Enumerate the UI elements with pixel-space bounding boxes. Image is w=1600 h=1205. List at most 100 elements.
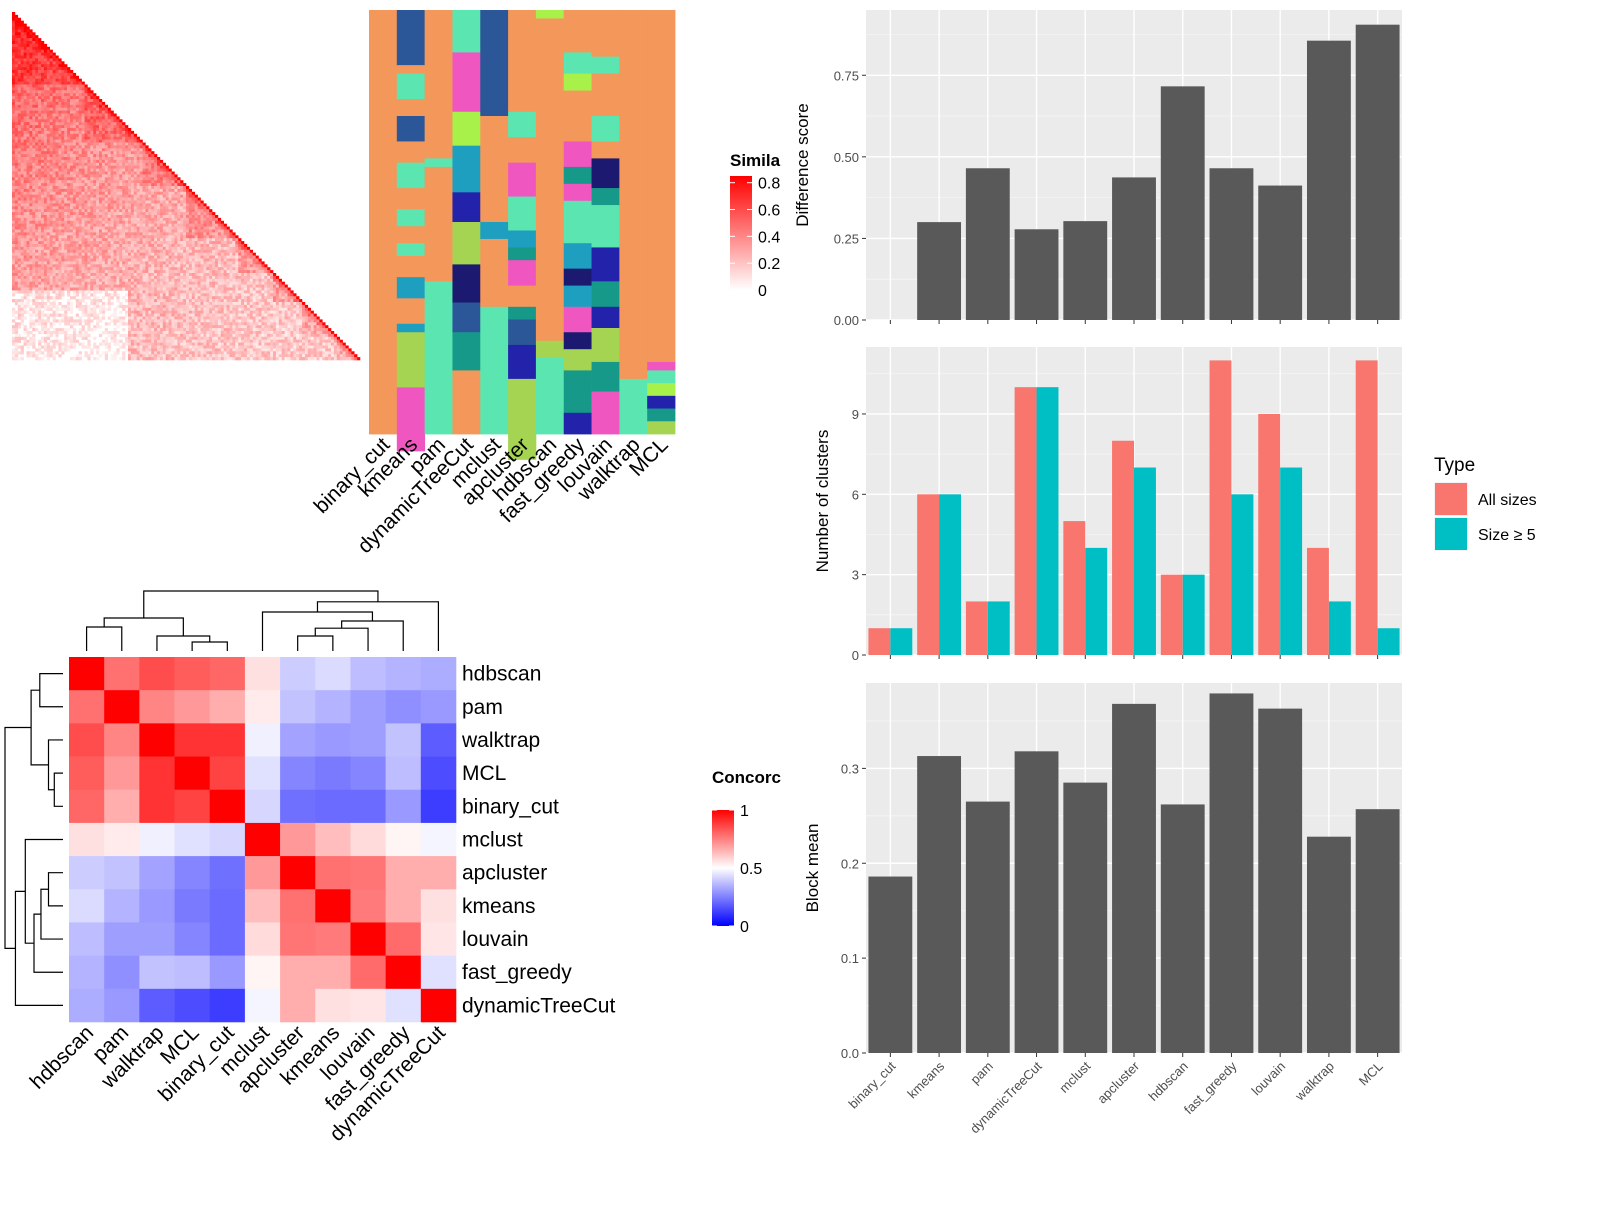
similarity-cell xyxy=(157,220,161,224)
similarity-cell xyxy=(72,226,77,230)
similarity-cell xyxy=(107,244,111,248)
similarity-cell xyxy=(67,203,71,207)
similarity-cell xyxy=(29,55,33,59)
similarity-cell xyxy=(154,162,158,166)
similarity-cell xyxy=(52,203,56,207)
similarity-cell xyxy=(215,241,219,245)
similarity-cell xyxy=(20,284,24,288)
similarity-cell xyxy=(168,281,172,285)
similarity-cell xyxy=(217,290,222,294)
similarity-cell xyxy=(96,116,100,120)
similarity-cell xyxy=(183,290,187,294)
similarity-cell xyxy=(125,165,129,169)
similarity-cell xyxy=(23,209,27,213)
similarity-cell xyxy=(35,177,39,181)
similarity-cell xyxy=(136,145,140,149)
similarity-cell xyxy=(110,203,114,207)
similarity-cell xyxy=(209,296,213,300)
similarity-cell xyxy=(104,235,108,239)
similarity-cell xyxy=(101,287,106,291)
similarity-cell xyxy=(122,165,126,169)
similarity-cell xyxy=(113,168,117,172)
similarity-cell xyxy=(116,246,120,251)
similarity-cell xyxy=(128,220,132,224)
similarity-cell xyxy=(116,220,120,224)
similarity-cell xyxy=(151,232,155,236)
similarity-cell xyxy=(142,235,146,239)
similarity-cell xyxy=(49,244,53,248)
similarity-cell xyxy=(96,212,100,216)
similarity-cell xyxy=(67,194,71,198)
similarity-cell xyxy=(252,287,256,291)
similarity-cell xyxy=(17,128,21,132)
similarity-cell xyxy=(116,273,120,277)
similarity-cell xyxy=(249,278,253,282)
similarity-cell xyxy=(96,241,100,245)
similarity-cell xyxy=(128,171,132,175)
similarity-cell xyxy=(41,217,45,222)
similarity-cell xyxy=(165,264,169,268)
similarity-cell xyxy=(154,226,158,230)
similarity-cell xyxy=(75,119,79,123)
similarity-cell xyxy=(99,220,103,224)
similarity-cell xyxy=(235,270,239,274)
similarity-cell xyxy=(154,183,158,187)
similarity-cell xyxy=(55,209,59,213)
similarity-cell xyxy=(119,244,123,248)
similarity-cell xyxy=(55,275,59,280)
similarity-cell xyxy=(49,209,53,213)
similarity-cell xyxy=(223,267,227,271)
similarity-cell xyxy=(20,119,24,123)
similarity-cell xyxy=(29,154,33,158)
similarity-cell xyxy=(64,241,68,245)
similarity-cell xyxy=(223,264,227,268)
similarity-cell xyxy=(52,145,56,149)
similarity-cell xyxy=(12,101,16,106)
similarity-cell xyxy=(142,148,146,152)
similarity-cell xyxy=(12,186,16,190)
similarity-cell xyxy=(122,125,126,129)
similarity-cell xyxy=(148,270,152,274)
similarity-cell xyxy=(26,200,30,204)
similarity-cell xyxy=(41,287,45,291)
similarity-cell xyxy=(142,180,146,184)
similarity-cell xyxy=(197,223,201,227)
similarity-cell xyxy=(99,197,103,201)
similarity-cell xyxy=(154,197,158,201)
similarity-cell xyxy=(23,249,27,253)
similarity-cell xyxy=(70,81,74,85)
similarity-cell xyxy=(14,235,19,239)
similarity-cell xyxy=(93,197,97,201)
similarity-cell xyxy=(52,133,56,137)
similarity-cell xyxy=(119,258,123,262)
similarity-cell xyxy=(61,154,65,158)
similarity-cell xyxy=(72,104,77,108)
similarity-cell xyxy=(93,148,97,152)
similarity-cell xyxy=(128,290,132,294)
similarity-cell xyxy=(113,267,117,271)
similarity-cell xyxy=(93,278,97,282)
similarity-cell xyxy=(17,261,21,265)
similarity-cell xyxy=(113,206,117,210)
similarity-cell xyxy=(14,212,19,216)
similarity-cell xyxy=(23,90,27,94)
similarity-cell xyxy=(206,293,210,297)
similarity-cell xyxy=(125,177,129,181)
similarity-cell xyxy=(162,275,166,280)
similarity-cell xyxy=(17,125,21,129)
similarity-cell xyxy=(139,217,143,222)
similarity-cell xyxy=(26,81,30,85)
similarity-cell xyxy=(41,84,45,88)
similarity-cell xyxy=(72,133,77,137)
similarity-cell xyxy=(171,299,175,303)
similarity-cell xyxy=(26,38,30,42)
similarity-cell xyxy=(17,267,21,271)
similarity-cell xyxy=(20,81,24,85)
similarity-cell xyxy=(197,232,201,236)
similarity-cell xyxy=(145,180,149,184)
similarity-cell xyxy=(226,238,230,242)
similarity-cell xyxy=(188,235,193,239)
similarity-cell xyxy=(142,209,146,213)
similarity-cell xyxy=(41,200,45,204)
similarity-cell xyxy=(107,229,111,233)
